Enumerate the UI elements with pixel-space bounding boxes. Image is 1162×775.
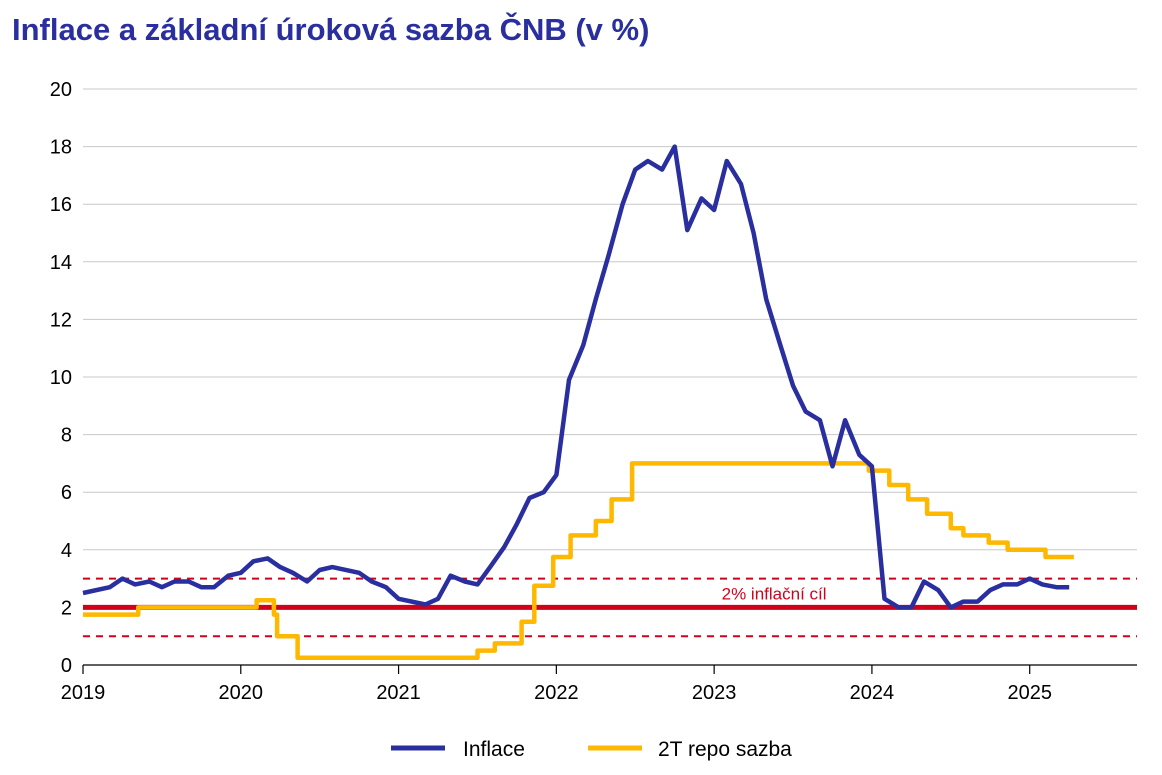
target-label: 2% inflační cíl (722, 584, 827, 603)
x-tick-label-2022: 2022 (534, 682, 579, 704)
y-tick-label-16: 16 (50, 194, 72, 216)
gridlines (83, 88, 1137, 608)
y-tick-label-10: 10 (50, 367, 72, 389)
y-tick-label-12: 12 (50, 309, 72, 331)
chart-title: Inflace a základní úroková sazba ČNB (v … (12, 12, 650, 47)
y-tick-label-14: 14 (50, 252, 72, 274)
y-tick-label-18: 18 (50, 137, 72, 159)
y-tick-label-4: 4 (61, 540, 72, 562)
x-tick-label-2024: 2024 (850, 682, 895, 704)
x-tick-label-2023: 2023 (692, 682, 737, 704)
x-tick-label-2021: 2021 (376, 682, 421, 704)
y-tick-label-0: 0 (61, 655, 72, 677)
y-tick-label-8: 8 (61, 425, 72, 447)
y-tick-label-2: 2 (61, 597, 72, 619)
x-tick-label-2025: 2025 (1007, 682, 1052, 704)
legend-label-inflace: Inflace (463, 738, 525, 761)
x-tick-label-2019: 2019 (61, 682, 106, 704)
legend: Inflace 2T repo sazba (391, 738, 792, 761)
series-lines (82, 144, 1074, 661)
x-tick-label-2020: 2020 (219, 682, 264, 704)
axes: 0 2 4 6 8 10 12 14 16 18 20 2019 2020 2021 2022 2023 202… (50, 79, 1137, 704)
legend-label-2t-repo-sazba: 2T repo sazba (658, 738, 792, 761)
y-tick-label-20: 20 (50, 79, 72, 101)
y-tick-label-6: 6 (61, 482, 72, 504)
series-line-2t-repo-sazba (83, 461, 1074, 661)
series-line-inflace (82, 144, 1070, 610)
